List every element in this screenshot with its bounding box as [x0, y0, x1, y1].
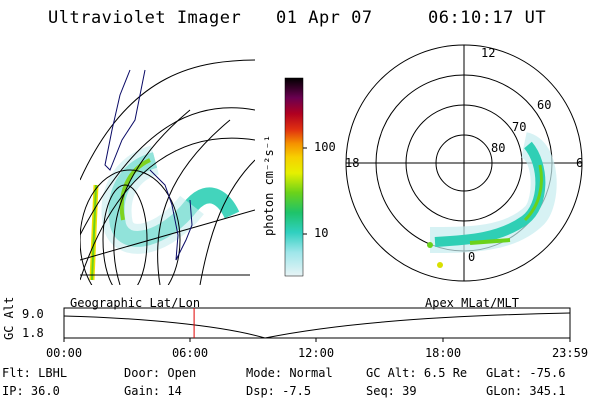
timeline-ytick-low: 1.8: [22, 326, 44, 340]
polar-label-18: 18: [345, 156, 360, 170]
info-mode: Mode: Normal: [246, 366, 333, 380]
timeline-xtick-4: 23:59: [551, 346, 589, 360]
info-dsp-label: Dsp:: [246, 384, 275, 398]
info-gcalt: GC Alt: 6.5 Re: [366, 366, 467, 380]
info-seq-label: Seq:: [366, 384, 395, 398]
info-glon-label: GLon:: [486, 384, 523, 398]
altitude-curve: [63, 312, 571, 339]
time-label: 06:10:17 UT: [428, 8, 547, 28]
polar-lat-70: 70: [512, 120, 527, 134]
timeline-xtick-2: 12:00: [297, 346, 335, 360]
polar-label-6: 6: [576, 156, 584, 170]
info-mode-value: Normal: [289, 366, 333, 380]
info-ip-label: IP:: [2, 384, 24, 398]
timeline-xtick-3: 18:00: [424, 346, 462, 360]
info-seq: Seq: 39: [366, 384, 417, 398]
info-flt: Flt: LBHL: [2, 366, 67, 380]
info-ip: IP: 36.0: [2, 384, 60, 398]
info-glon-value: 345.1: [529, 384, 566, 398]
info-gcalt-value: 6.5 Re: [423, 366, 468, 380]
info-gain-value: 14: [167, 384, 182, 398]
polar-lat-60: 60: [537, 98, 552, 112]
instrument-title: Ultraviolet Imager: [48, 8, 242, 28]
info-ip-value: 36.0: [30, 384, 60, 398]
colorbar: [284, 77, 307, 277]
info-door-label: Door:: [124, 366, 161, 380]
timeline-left-label: Geographic Lat/Lon: [70, 296, 201, 310]
colorbar-tick-100: 100: [314, 140, 336, 154]
info-glat: GLat: -75.6: [486, 366, 565, 380]
info-door-value: Open: [167, 366, 197, 380]
timeline-ytick-high: 9.0: [22, 307, 44, 321]
info-flt-value: LBHL: [38, 366, 68, 380]
colorbar-tick-10: 10: [314, 226, 329, 240]
polar-lat-80: 80: [491, 141, 506, 155]
info-dsp: Dsp: -7.5: [246, 384, 311, 398]
polar-label-12: 12: [481, 46, 496, 60]
info-gain: Gain: 14: [124, 384, 182, 398]
info-dsp-value: -7.5: [282, 384, 312, 398]
timeline-xtick-1: 06:00: [171, 346, 209, 360]
info-gain-label: Gain:: [124, 384, 161, 398]
info-flt-label: Flt:: [2, 366, 31, 380]
info-mode-label: Mode:: [246, 366, 283, 380]
timeline-right-label: Apex MLat/MLT: [425, 296, 519, 310]
info-glat-value: -75.6: [529, 366, 566, 380]
info-glat-label: GLat:: [486, 366, 523, 380]
polar-label-0: 0: [468, 250, 476, 264]
info-seq-value: 39: [402, 384, 417, 398]
info-door: Door: Open: [124, 366, 196, 380]
date-label: 01 Apr 07: [276, 8, 373, 28]
info-gcalt-label: GC Alt:: [366, 366, 417, 380]
timeline-xtick-0: 00:00: [45, 346, 83, 360]
info-glon: GLon: 345.1: [486, 384, 565, 398]
